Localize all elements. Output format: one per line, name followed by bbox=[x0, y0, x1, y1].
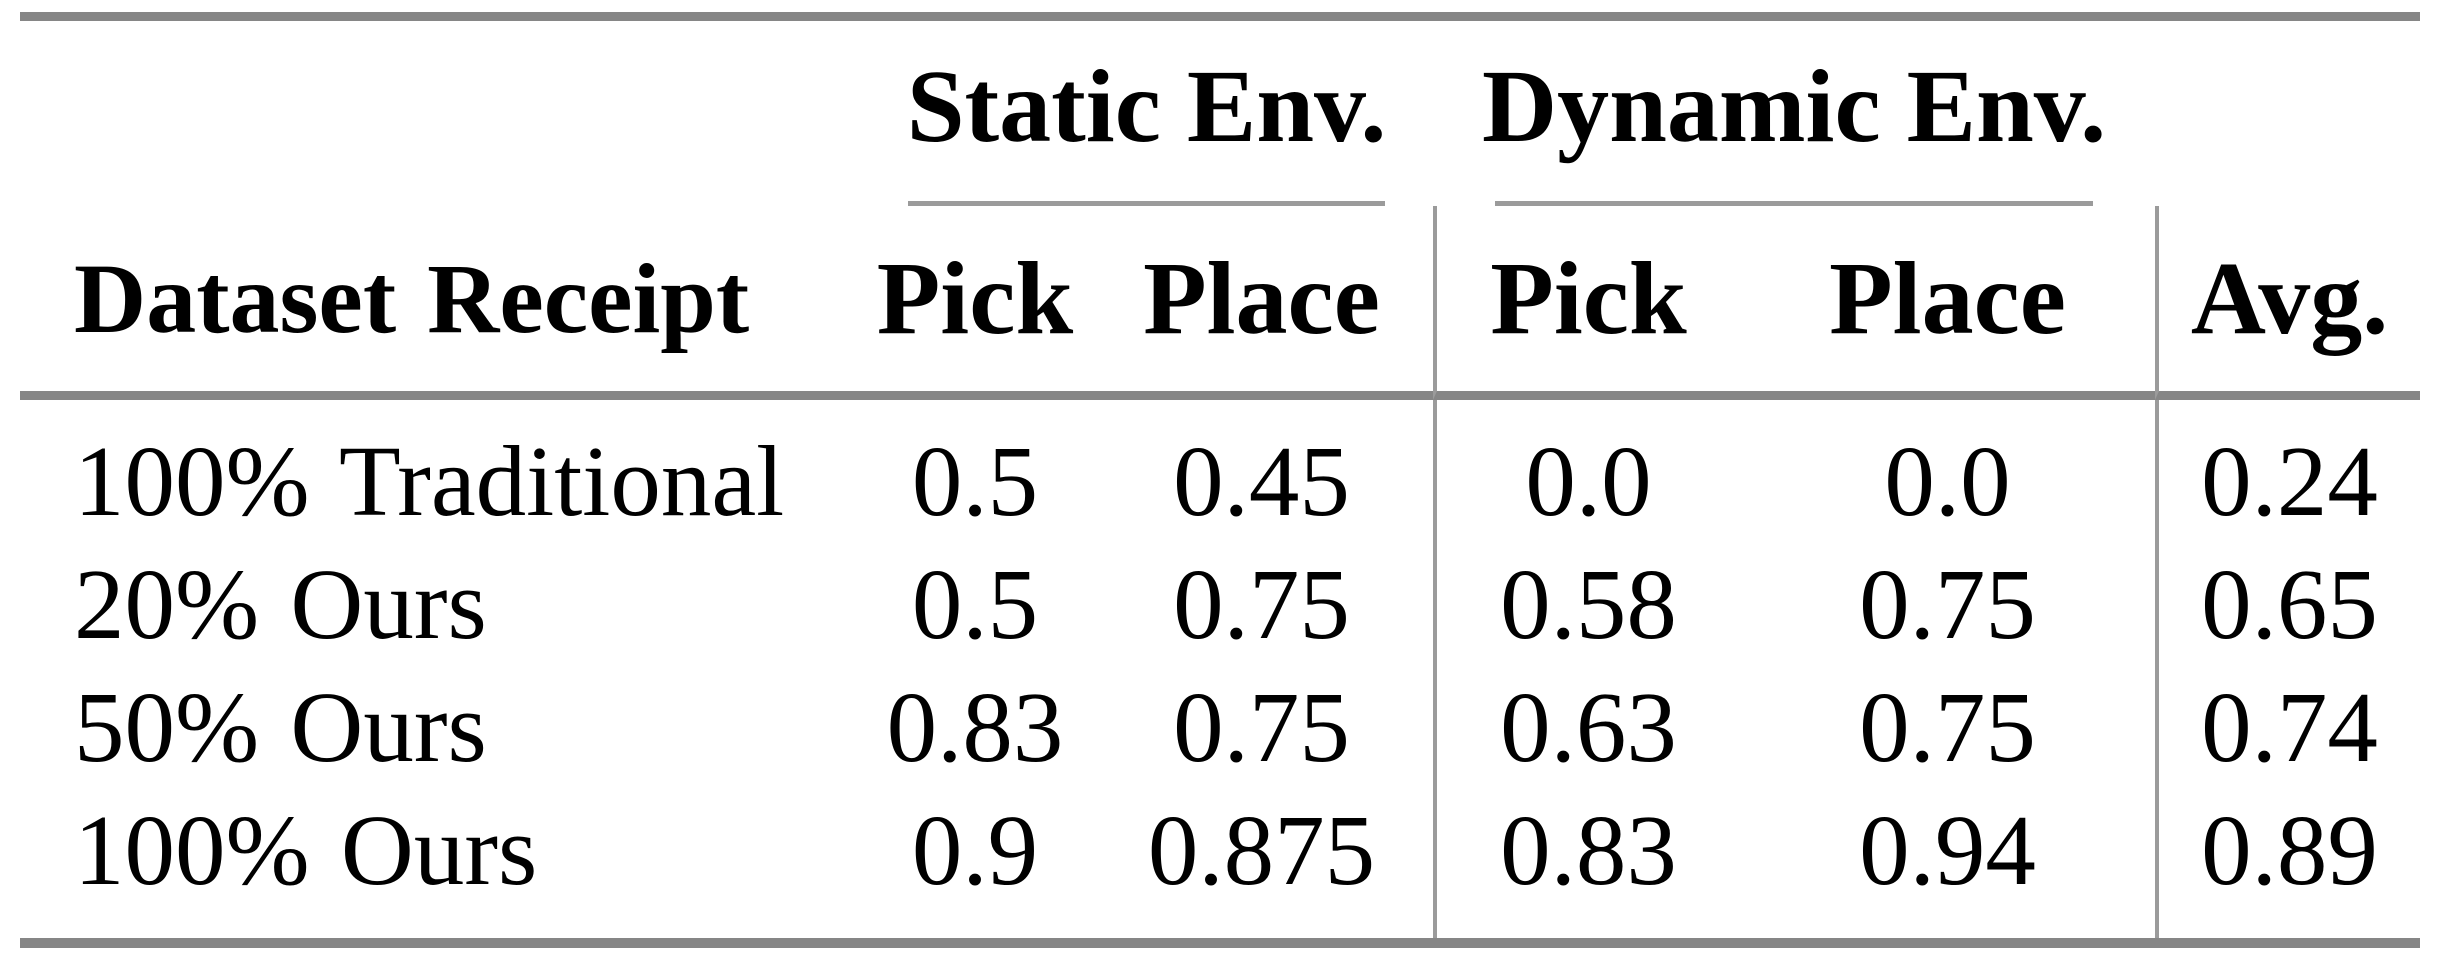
value-cell: 0.9 bbox=[911, 794, 1039, 906]
table-bottom-rule bbox=[20, 938, 2420, 948]
value-cell: 0.24 bbox=[2155, 400, 2420, 543]
group-header-dynamic-env: Dynamic Env. bbox=[1433, 21, 2155, 206]
value-cell: 0.83 bbox=[886, 671, 1064, 783]
column-header-static-pick: Pick bbox=[860, 206, 1090, 400]
table-row-100pct-ours: 100% Ours 0.9 0.875 0.83 0.94 0.89 bbox=[20, 789, 2420, 938]
column-header-dataset-receipt: Dataset Receipt bbox=[20, 206, 860, 400]
row-label: 20% Ours bbox=[74, 548, 487, 660]
value-cell: 0.83 bbox=[1433, 789, 1740, 938]
table-row-50pct-ours: 50% Ours 0.83 0.75 0.63 0.75 0.74 bbox=[20, 666, 2420, 789]
value-cell: 0.0 bbox=[1433, 400, 1740, 543]
cmidrule-dynamic bbox=[1495, 201, 2094, 206]
cmidrule-static bbox=[908, 201, 1386, 206]
value-cell: 0.75 bbox=[1859, 548, 2036, 660]
value-cell: 0.63 bbox=[1433, 666, 1740, 789]
column-header-dynamic-pick: Pick bbox=[1433, 206, 1741, 400]
value-cell: 0.5 bbox=[911, 425, 1039, 537]
row-label: 50% Ours bbox=[74, 671, 487, 783]
group-label-static-env: Static Env. bbox=[906, 49, 1387, 164]
row-label: 100% Ours bbox=[74, 794, 538, 906]
table-row-100pct-traditional: 100% Traditional 0.5 0.45 0.0 0.0 0.24 bbox=[20, 400, 2420, 543]
column-header-avg: Avg. bbox=[2155, 206, 2421, 400]
column-header-dynamic-place: Place bbox=[1740, 206, 2156, 400]
value-cell: 0.75 bbox=[1173, 671, 1350, 783]
column-header-row: Dataset Receipt Pick Place Pick Place Av… bbox=[20, 206, 2421, 400]
value-cell: 0.65 bbox=[2155, 543, 2420, 666]
group-label-dynamic-env: Dynamic Env. bbox=[1481, 49, 2107, 164]
row-label: 100% Traditional bbox=[74, 425, 785, 537]
blank-cell bbox=[20, 21, 860, 206]
group-header-row: Static Env. Dynamic Env. bbox=[20, 21, 2420, 206]
value-cell: 0.75 bbox=[1859, 671, 2036, 783]
value-cell: 0.74 bbox=[2155, 666, 2420, 789]
value-cell: 0.89 bbox=[2155, 789, 2420, 938]
value-cell: 0.5 bbox=[911, 548, 1039, 660]
value-cell: 0.0 bbox=[1884, 425, 2011, 537]
table-top-rule bbox=[20, 12, 2420, 21]
value-cell: 0.94 bbox=[1859, 794, 2036, 906]
value-cell: 0.58 bbox=[1433, 543, 1740, 666]
value-cell: 0.75 bbox=[1173, 548, 1350, 660]
group-header-static-env: Static Env. bbox=[860, 21, 1433, 206]
results-table: Static Env. Dynamic Env. Dataset Receipt… bbox=[20, 21, 2421, 938]
column-header-static-place: Place bbox=[1090, 206, 1434, 400]
blank-cell bbox=[2155, 21, 2420, 206]
table-row-20pct-ours: 20% Ours 0.5 0.75 0.58 0.75 0.65 bbox=[20, 543, 2420, 666]
value-cell: 0.875 bbox=[1147, 794, 1376, 906]
value-cell: 0.45 bbox=[1173, 425, 1350, 537]
